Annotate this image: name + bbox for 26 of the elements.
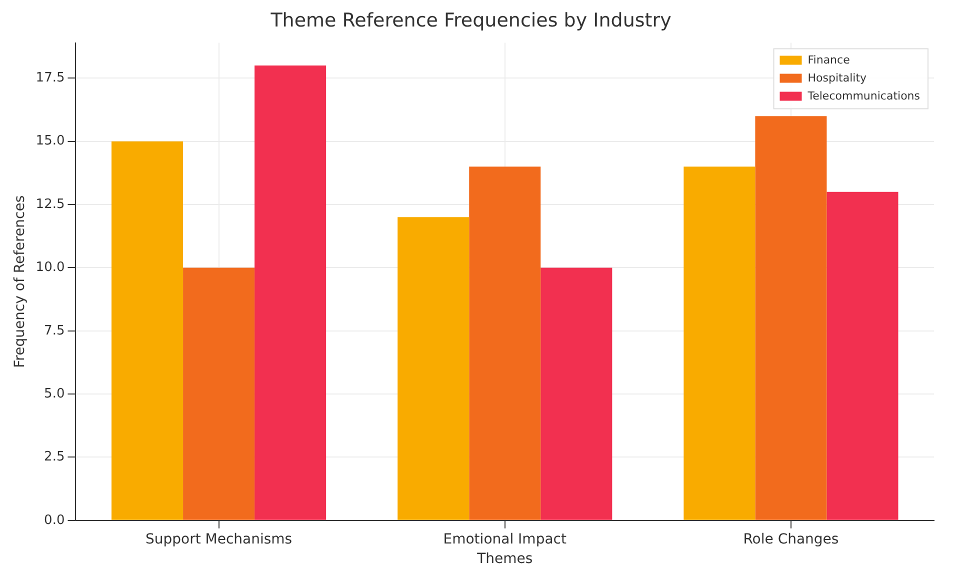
chart-title: Theme Reference Frequencies by Industry	[270, 9, 672, 32]
y-tick-label: 5.0	[44, 386, 65, 402]
y-tick-label: 10.0	[36, 260, 65, 276]
x-tick-label: Role Changes	[743, 531, 839, 548]
bar	[684, 166, 756, 520]
y-tick-label: 15.0	[36, 134, 65, 149]
bar	[469, 166, 541, 520]
x-tick-label: Support Mechanisms	[145, 531, 292, 548]
bar	[826, 192, 898, 520]
legend-label: Hospitality	[808, 72, 868, 85]
bar	[540, 268, 612, 520]
y-tick-label: 2.5	[44, 450, 65, 465]
bar	[398, 217, 470, 520]
y-tick-label: 12.5	[36, 196, 65, 212]
bar	[254, 66, 326, 520]
x-axis-title: Themes	[476, 551, 533, 568]
y-tick-label: 7.5	[44, 323, 65, 338]
bar	[755, 116, 827, 520]
legend-label: Telecommunications	[806, 90, 920, 103]
bar	[183, 268, 255, 520]
legend-label: Finance	[808, 54, 850, 67]
x-tick-label: Emotional Impact	[443, 531, 567, 548]
y-tick-label: 0.0	[44, 512, 65, 528]
bar	[112, 141, 184, 520]
y-axis-title: Frequency of References	[12, 195, 28, 368]
y-tick-label: 17.5	[36, 70, 65, 86]
